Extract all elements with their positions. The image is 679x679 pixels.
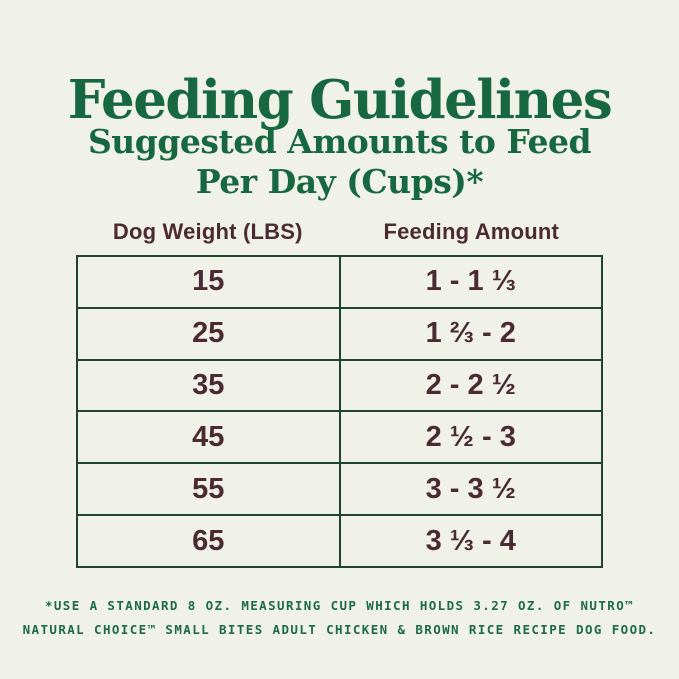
- weight-cell: 15: [76, 255, 341, 309]
- amount-cell: 2 ½ - 3: [338, 410, 603, 465]
- footnote-line2: NATURAL CHOICE™ SMALL BITES ADULT CHICKE…: [22, 622, 657, 638]
- table-column-headers: Dog Weight (LBS) Feeding Amount: [76, 219, 603, 245]
- page-subtitle-line1: Suggested Amounts to Feed: [87, 122, 592, 161]
- weight-cell: 65: [76, 514, 341, 568]
- table-row: 45 2 ½ - 3: [76, 410, 603, 465]
- weight-cell: 55: [76, 462, 341, 517]
- table-row: 25 1 ⅔ - 2: [76, 306, 603, 361]
- page-subtitle-line2: Per Day (Cups)*: [195, 162, 484, 202]
- page-title: Feeding Guidelines: [67, 68, 613, 131]
- amount-cell: 1 ⅔ - 2: [338, 306, 603, 361]
- weight-cell: 25: [76, 306, 341, 361]
- weight-cell: 35: [76, 358, 341, 413]
- column-header-dog-weight: Dog Weight (LBS): [112, 219, 303, 244]
- footnote-line1: *USE A STANDARD 8 OZ. MEASURING CUP WHIC…: [44, 598, 635, 613]
- amount-cell: 2 - 2 ½: [338, 358, 603, 413]
- weight-cell: 45: [76, 410, 341, 465]
- column-header-feeding-amount: Feeding Amount: [383, 219, 560, 244]
- amount-cell: 3 ⅓ - 4: [338, 514, 603, 568]
- table-row: 15 1 - 1 ⅓: [76, 255, 603, 309]
- table-row: 65 3 ⅓ - 4: [76, 514, 603, 568]
- amount-cell: 1 - 1 ⅓: [338, 255, 603, 309]
- feeding-table: 15 1 - 1 ⅓ 25 1 ⅔ - 2 35 2 - 2 ½ 45 2 ½ …: [76, 255, 603, 568]
- footnote: *USE A STANDARD 8 OZ. MEASURING CUP WHIC…: [0, 594, 679, 643]
- page-subtitle: Suggested Amounts to Feed Per Day (Cups)…: [0, 122, 679, 203]
- table-row: 35 2 - 2 ½: [76, 358, 603, 413]
- amount-cell: 3 - 3 ½: [338, 462, 603, 517]
- table-row: 55 3 - 3 ½: [76, 462, 603, 517]
